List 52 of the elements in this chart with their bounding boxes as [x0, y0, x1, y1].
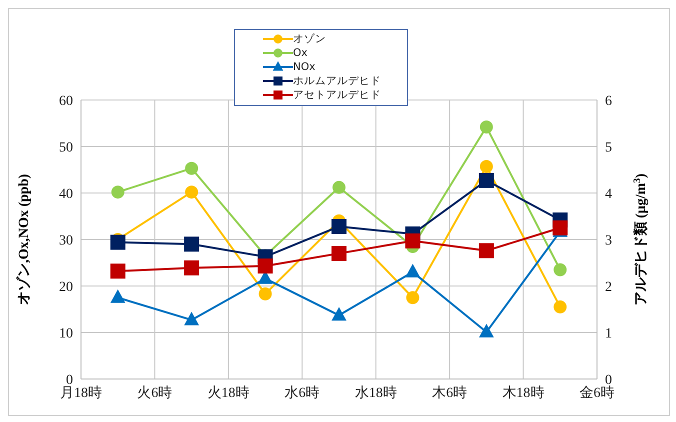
x-tick-label: 水6時: [284, 384, 320, 401]
y2-tick-label: 1: [605, 326, 612, 342]
point: [110, 290, 125, 303]
y-tick-label: 30: [59, 233, 73, 248]
point: [478, 243, 494, 258]
point: [110, 264, 126, 279]
point: [405, 233, 420, 248]
point: [258, 287, 272, 300]
legend-label: ホルムアルデヒド: [293, 74, 381, 88]
legend-label: NOx: [293, 60, 316, 74]
y2-tick-label: 5: [605, 140, 612, 156]
x-tick-label: 木6時: [432, 384, 468, 401]
y-tick-label: 20: [59, 280, 73, 295]
point: [184, 312, 199, 326]
point: [185, 162, 198, 175]
point: [406, 264, 420, 278]
point: [554, 263, 567, 276]
point: [184, 236, 200, 252]
point: [479, 324, 494, 338]
y2-tick-label: 2: [605, 280, 612, 295]
point: [332, 180, 346, 194]
y-axis-title: オゾン,Ox,NOx (ppb): [16, 174, 32, 306]
point: [406, 291, 420, 304]
x-tick-label: 水18時: [354, 384, 397, 401]
point: [332, 246, 346, 261]
point: [554, 300, 567, 314]
point: [552, 220, 568, 236]
point: [478, 172, 494, 188]
x-tick-label: 木18時: [502, 384, 544, 401]
point: [184, 260, 200, 276]
y2-tick-label: 3: [605, 233, 612, 248]
y2-tick-label: 6: [605, 94, 612, 109]
legend-label: Ox: [293, 46, 308, 60]
point: [332, 218, 346, 234]
y-tick-label: 10: [59, 326, 73, 342]
point: [480, 120, 493, 134]
legend-label: オゾン: [293, 32, 326, 46]
point: [185, 186, 198, 199]
x-tick-label: 金6時: [580, 384, 614, 401]
point: [480, 160, 493, 173]
point: [110, 234, 126, 250]
point: [111, 186, 124, 199]
x-tick-label: 火18時: [207, 384, 250, 401]
point: [332, 308, 346, 321]
x-tick-label: 月18時: [60, 384, 102, 401]
y-tick-label: 60: [59, 94, 73, 109]
y-tick-label: 40: [59, 186, 73, 202]
y-tick-label: 50: [59, 140, 73, 156]
legend-label: アセトアルデヒド: [293, 88, 381, 102]
y2-tick-label: 4: [605, 186, 612, 202]
point: [258, 258, 273, 274]
x-tick-label: 火6時: [137, 384, 172, 401]
